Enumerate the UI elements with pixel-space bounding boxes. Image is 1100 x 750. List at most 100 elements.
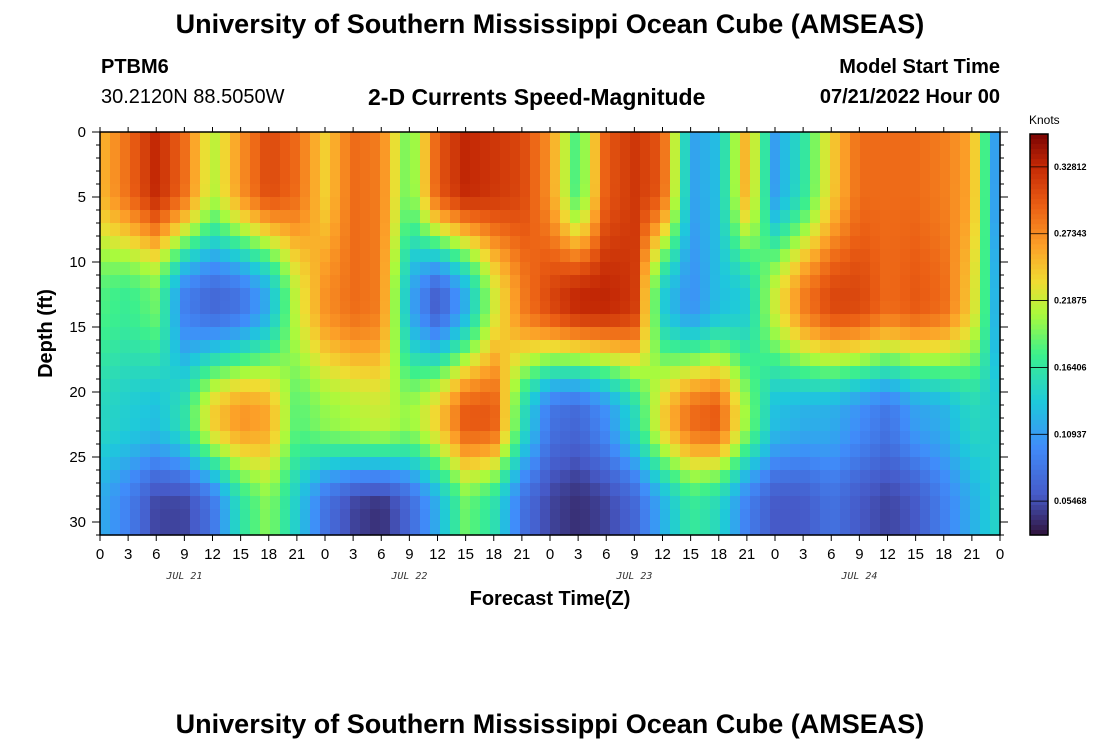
heatmap-cell [760, 509, 771, 523]
colorbar-swatch [1030, 449, 1048, 456]
heatmap-cell [860, 509, 871, 523]
heatmap-cell [330, 444, 341, 458]
heatmap-cell [180, 457, 191, 471]
heatmap-cell [670, 431, 681, 445]
heatmap-cell [450, 470, 461, 484]
heatmap-cell [280, 327, 291, 341]
heatmap-cell [950, 236, 961, 250]
heatmap-cell [530, 470, 541, 484]
heatmap-cell [960, 314, 971, 328]
colorbar-swatch [1030, 244, 1048, 250]
heatmap-cell [230, 314, 241, 328]
heatmap-cell [310, 457, 321, 471]
heatmap-cell [840, 314, 851, 328]
heatmap-cell [360, 158, 371, 172]
heatmap-cell [140, 236, 151, 250]
heatmap-cell [340, 236, 351, 250]
heatmap-cell [410, 366, 421, 380]
heatmap-cell [420, 158, 431, 172]
heatmap-cell [320, 262, 331, 276]
heatmap-cell [130, 262, 141, 276]
heatmap-cell [710, 236, 721, 250]
heatmap-cell [390, 509, 401, 523]
x-tick-label: 18 [710, 546, 727, 563]
heatmap-cell [650, 340, 661, 354]
heatmap-cell [240, 171, 251, 185]
heatmap-cell [280, 184, 291, 198]
heatmap-cell [940, 366, 951, 380]
heatmap-cell [300, 145, 311, 159]
heatmap-cell [490, 262, 501, 276]
heatmap-cell [250, 366, 261, 380]
heatmap-cell [990, 340, 1001, 354]
heatmap-cell [910, 522, 921, 536]
heatmap-cell [220, 145, 231, 159]
heatmap-cell [610, 470, 621, 484]
heatmap-cell [860, 301, 871, 315]
heatmap-cell [150, 301, 161, 315]
heatmap-cell [950, 197, 961, 211]
heatmap-cell [630, 431, 641, 445]
heatmap-cell [460, 184, 471, 198]
heatmap-cell [500, 236, 511, 250]
heatmap-cell [870, 275, 881, 289]
heatmap-cell [650, 197, 661, 211]
colorbar-swatch [1030, 289, 1048, 295]
heatmap-cell [830, 418, 841, 432]
heatmap-cell [620, 340, 631, 354]
heatmap-cell [850, 236, 861, 250]
heatmap-cell [470, 340, 481, 354]
heatmap-cell [370, 314, 381, 328]
heatmap-cell [430, 288, 441, 302]
heatmap-cell [370, 249, 381, 263]
heatmap-cell [310, 301, 321, 315]
heatmap-cell [450, 327, 461, 341]
heatmap-cell [690, 379, 701, 393]
heatmap-cell [730, 457, 741, 471]
heatmap-cell [240, 431, 251, 445]
heatmap-cell [910, 132, 921, 146]
heatmap-cell [220, 327, 231, 341]
heatmap-cell [350, 353, 361, 367]
heatmap-cell [990, 522, 1001, 536]
heatmap-cell [650, 223, 661, 237]
heatmap-cell [640, 158, 651, 172]
heatmap-cell [730, 405, 741, 419]
heatmap-cell [510, 210, 521, 224]
heatmap-cell [680, 457, 691, 471]
heatmap-cell [980, 340, 991, 354]
heatmap-cell [260, 223, 271, 237]
heatmap-cell [270, 275, 281, 289]
heatmap-cell [210, 275, 221, 289]
heatmap-cell [800, 522, 811, 536]
heatmap-cell [270, 262, 281, 276]
heatmap-cell [460, 262, 471, 276]
heatmap-cell [140, 275, 151, 289]
heatmap-cell [670, 353, 681, 367]
heatmap-cell [990, 301, 1001, 315]
heatmap-cell [170, 288, 181, 302]
heatmap-cell [140, 496, 151, 510]
x-tick-label: 12 [654, 546, 671, 563]
heatmap-cell [510, 223, 521, 237]
heatmap-cell [500, 145, 511, 159]
heatmap-cell [800, 405, 811, 419]
heatmap-cell [470, 405, 481, 419]
heatmap-cell [580, 288, 591, 302]
heatmap-cell [480, 470, 491, 484]
heatmap-cell [550, 340, 561, 354]
heatmap-cell [940, 444, 951, 458]
colorbar-tick-label: 0.10937 [1054, 429, 1087, 439]
heatmap-cell [430, 366, 441, 380]
heatmap-cell [780, 444, 791, 458]
heatmap-cell [840, 197, 851, 211]
heatmap-cell [200, 288, 211, 302]
heatmap-cell [610, 158, 621, 172]
heatmap-cell [870, 210, 881, 224]
heatmap-cell [930, 405, 941, 419]
heatmap-cell [400, 470, 411, 484]
heatmap-cell [300, 236, 311, 250]
heatmap-cell [700, 444, 711, 458]
heatmap-cell [390, 418, 401, 432]
heatmap-cell [530, 392, 541, 406]
